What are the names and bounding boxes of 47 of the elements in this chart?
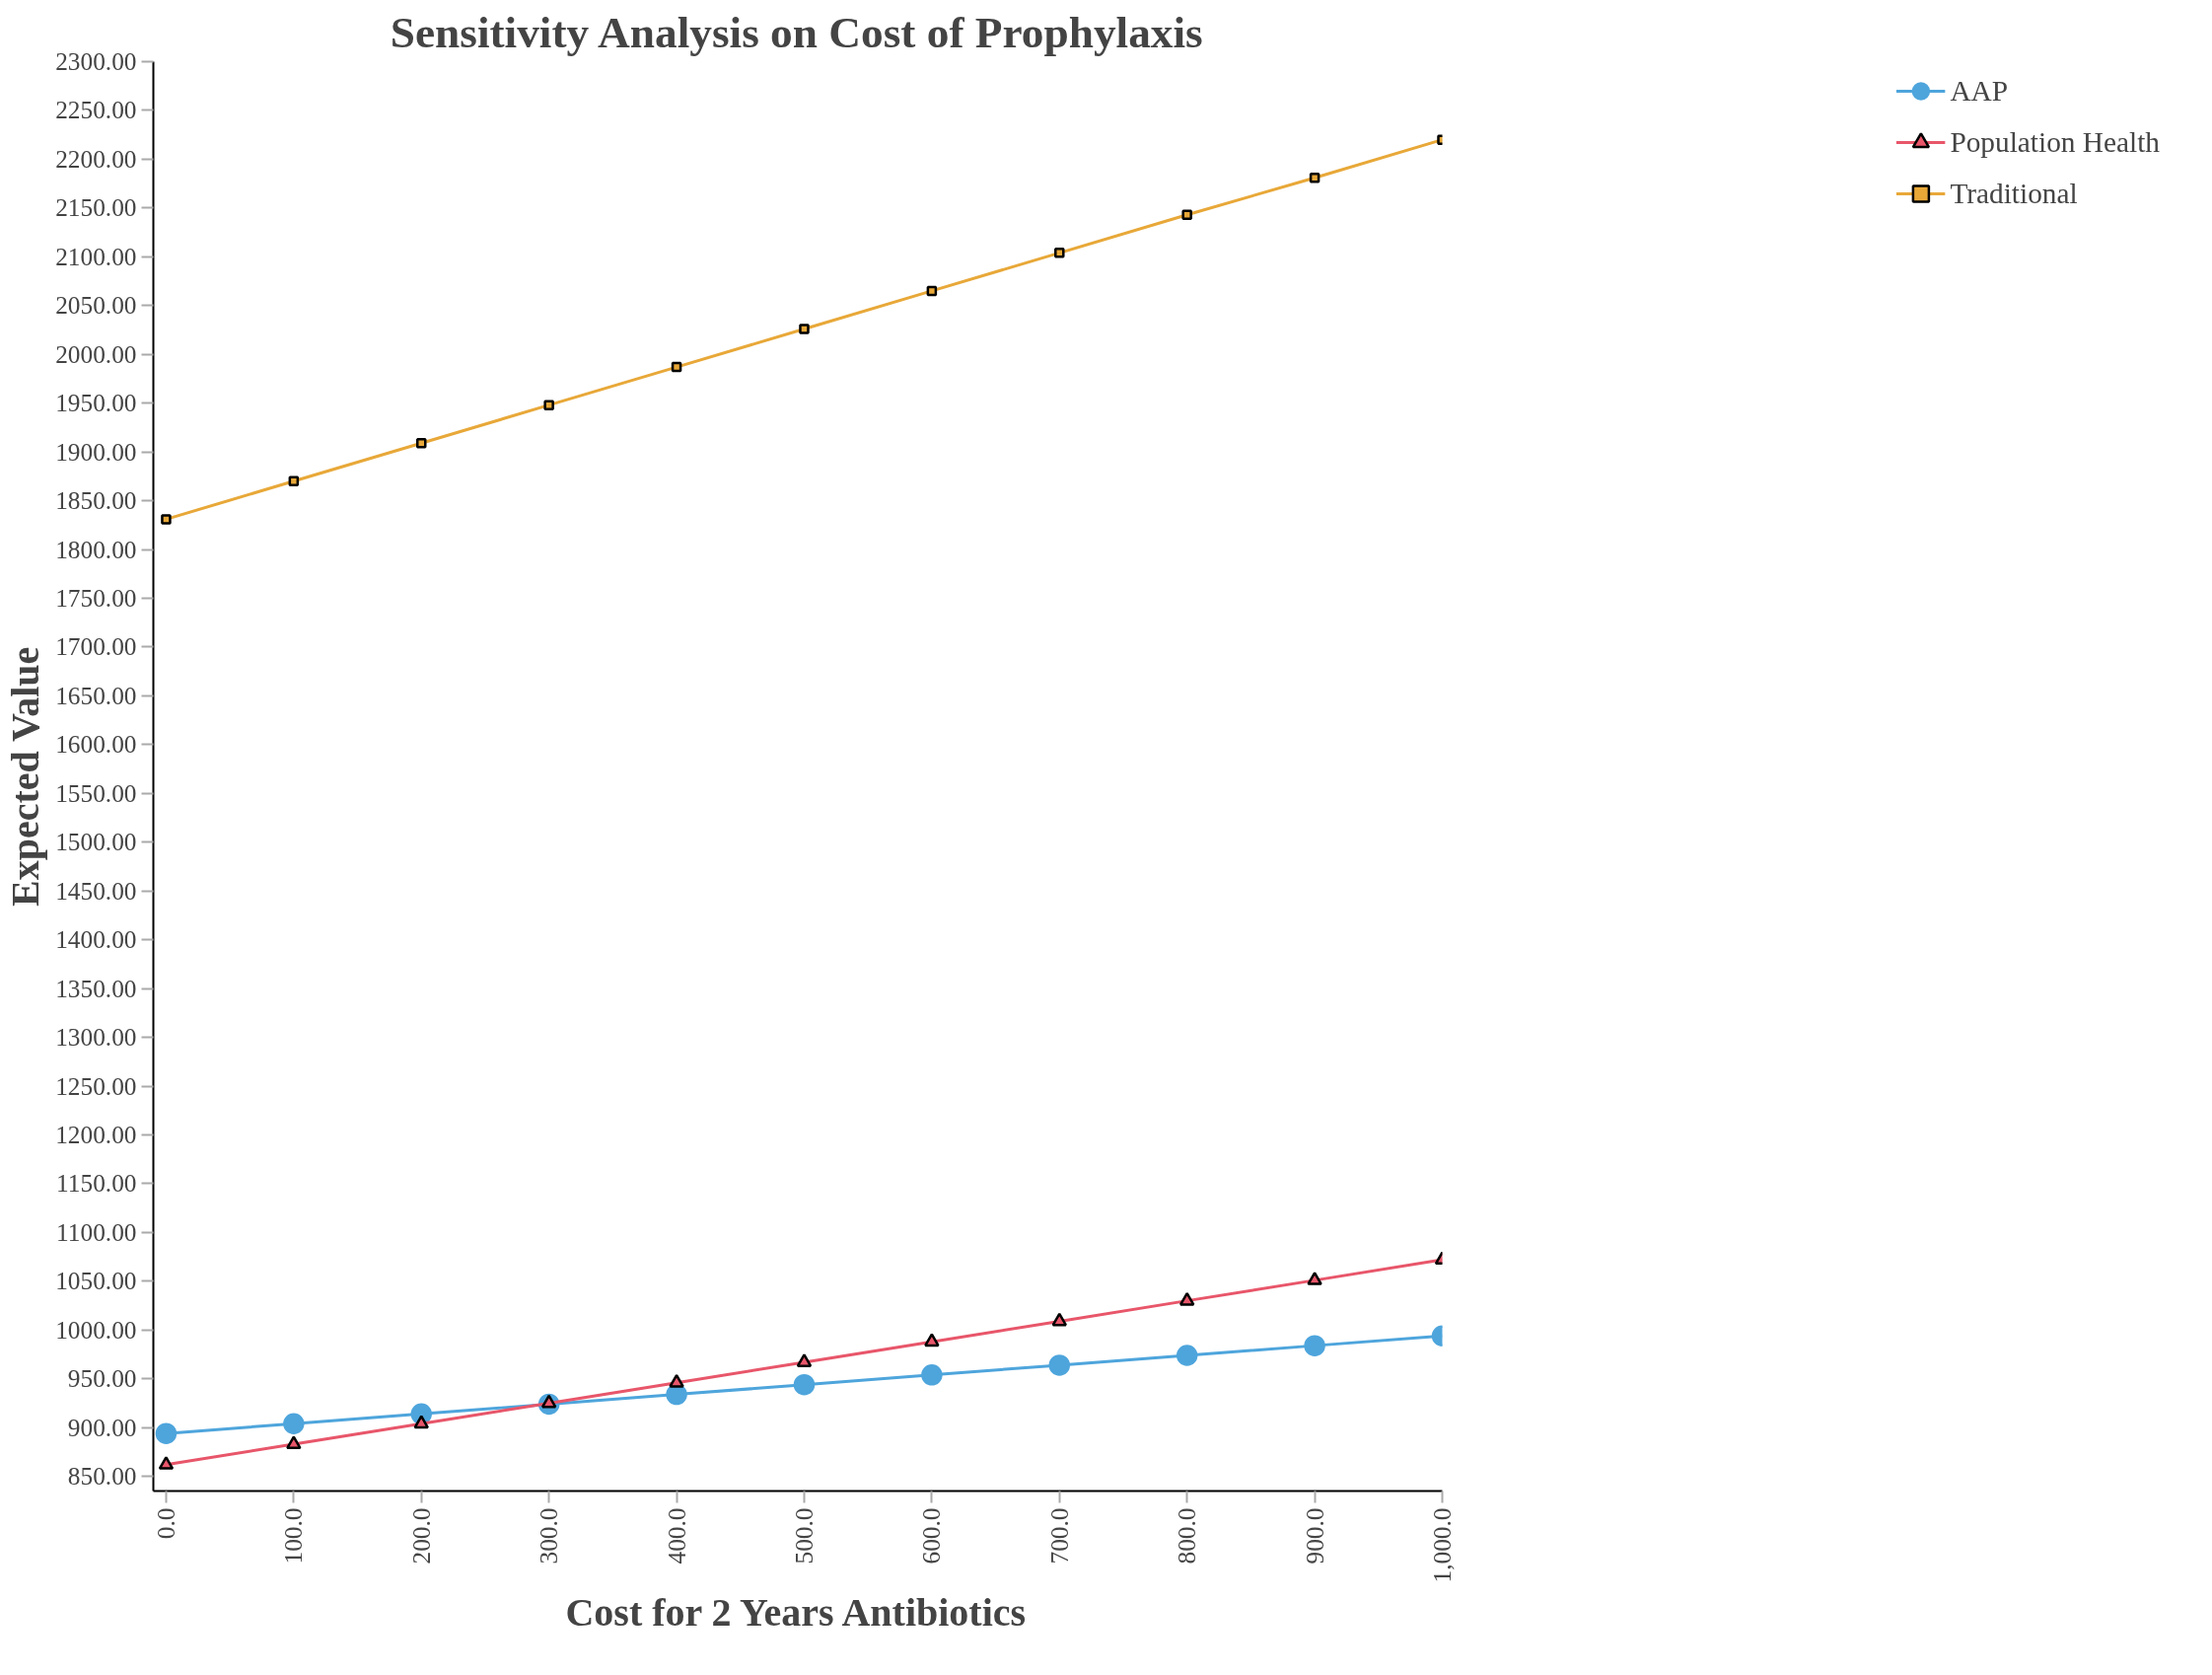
x-tick-label: 1,000.0: [1428, 1507, 1456, 1583]
y-tick-label: 2100.00: [55, 242, 137, 270]
y-tick-label: 1650.00: [55, 681, 137, 709]
y-tick-label: 1050.00: [55, 1267, 137, 1295]
y-tick-label: 2250.00: [55, 96, 137, 124]
y-tick-label: 1100.00: [56, 1217, 137, 1246]
legend-label: Traditional: [1950, 177, 2078, 210]
y-tick-label: 1300.00: [55, 1023, 137, 1052]
chart-title: Sensitivity Analysis on Cost of Prophylaxis: [390, 7, 1203, 57]
x-tick-label: 300.0: [535, 1507, 563, 1565]
y-tick-label: 1450.00: [55, 876, 137, 905]
x-tick-label: 100.0: [279, 1507, 308, 1565]
y-tick-label: 1700.00: [55, 632, 137, 661]
y-tick-label: 2050.00: [55, 291, 137, 320]
y-axis-title: Expected Value: [3, 646, 48, 908]
y-tick-label: 1900.00: [55, 437, 137, 466]
y-tick-label: 1800.00: [55, 535, 137, 563]
y-tick-label: 1550.00: [55, 778, 137, 807]
y-tick-label: 1250.00: [55, 1071, 137, 1100]
y-tick-label: 1750.00: [55, 583, 137, 612]
x-tick-label: 600.0: [917, 1507, 946, 1565]
x-tick-label: 200.0: [406, 1507, 435, 1565]
y-tick-label: 2000.00: [55, 339, 137, 368]
x-tick-label: 700.0: [1044, 1507, 1073, 1565]
y-tick-label: 1850.00: [55, 486, 137, 515]
y-tick-label: 1600.00: [55, 730, 137, 759]
x-tick-label: 800.0: [1173, 1507, 1201, 1565]
y-tick-label: 2300.00: [55, 47, 137, 75]
y-tick-label: 2200.00: [55, 144, 137, 173]
y-tick-label: 850.00: [67, 1462, 137, 1491]
y-tick-label: 1950.00: [55, 389, 137, 417]
y-tick-label: 950.00: [67, 1364, 137, 1393]
y-tick-label: 1350.00: [55, 974, 137, 1002]
y-tick-label: 1200.00: [55, 1120, 137, 1148]
x-axis-title: Cost for 2 Years Antibiotics: [565, 1590, 1027, 1636]
x-tick-label: 400.0: [662, 1507, 690, 1565]
x-tick-label: 900.0: [1300, 1507, 1328, 1565]
y-tick-label: 1150.00: [56, 1169, 137, 1198]
y-tick-label: 2150.00: [55, 193, 137, 222]
legend-label: Population Health: [1950, 125, 2160, 159]
legend-label: AAP: [1950, 74, 2009, 108]
y-tick-label: 900.00: [67, 1413, 137, 1441]
y-tick-label: 1500.00: [55, 828, 137, 856]
x-tick-label: 0.0: [151, 1507, 179, 1540]
x-tick-label: 500.0: [789, 1507, 818, 1565]
y-tick-label: 1400.00: [55, 925, 137, 954]
y-tick-label: 1000.00: [55, 1315, 137, 1344]
